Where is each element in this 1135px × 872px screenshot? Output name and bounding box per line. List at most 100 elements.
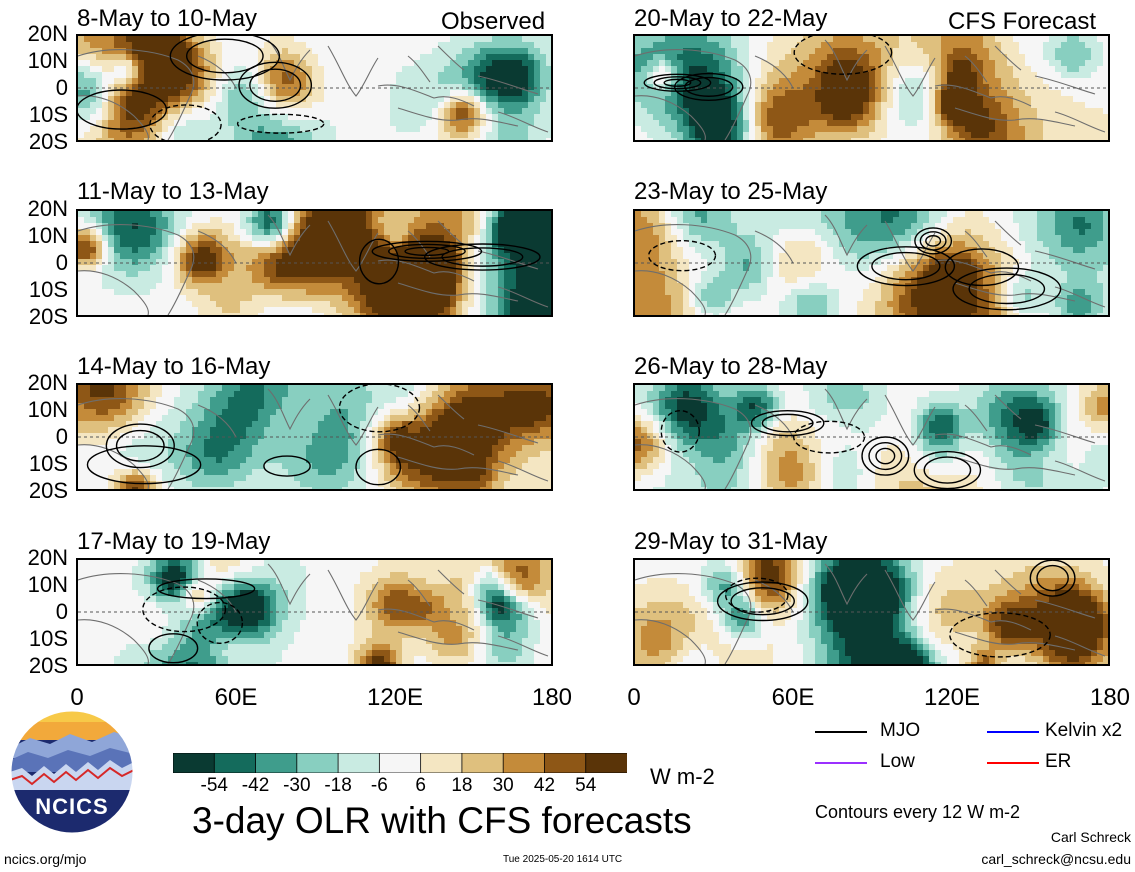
mjo-contour-negative (861, 436, 910, 476)
coastlines (78, 388, 549, 489)
lat-label: 10N (27, 223, 68, 248)
colorbar-tick-label: -6 (370, 775, 388, 796)
mjo-contour-positive (236, 113, 325, 134)
mjo-contour-positive (660, 409, 700, 453)
legend-mjo-line (815, 731, 867, 733)
mjo-contour-negative (441, 247, 524, 267)
lon-label-60e-right: 60E (771, 684, 815, 711)
olr-field (635, 560, 1108, 664)
footer-url[interactable]: ncics.org/mjo (4, 851, 87, 867)
lat-label: 10S (28, 626, 68, 651)
observed-tag: Observed (441, 8, 546, 35)
panel-title-obs-4: 17-May to 19-May (77, 528, 271, 555)
panel-title-obs-1: 8-May to 10-May (77, 5, 258, 32)
mjo-contour-negative (1029, 560, 1076, 597)
lat-label: 10S (28, 102, 68, 127)
mjo-contour-negative (914, 227, 953, 255)
legend-er-line (987, 762, 1039, 764)
lat-label: 20S (28, 129, 68, 154)
lon-label-120e-right: 120E (923, 684, 981, 711)
mjo-contour-negative (355, 448, 402, 486)
olr-map-obs-2 (76, 209, 553, 317)
footer-email[interactable]: carl_schreck@ncsu.edu (981, 851, 1131, 867)
olr-map-fcst-1 (633, 34, 1110, 142)
olr-map-fcst-2 (633, 209, 1110, 317)
mjo-contour-negative (115, 429, 165, 462)
colorbar-tick-label: -30 (283, 775, 311, 796)
olr-map-fcst-3 (633, 383, 1110, 491)
colorbar-graphic (172, 752, 628, 774)
footer-author: Carl Schreck (1050, 829, 1131, 845)
olr-field (78, 385, 551, 489)
mjo-contour-negative (730, 587, 795, 616)
coastlines (78, 39, 549, 140)
mjo-contour-negative (868, 442, 903, 471)
colorbar-swatch (213, 752, 257, 774)
panel-title-fcst-4: 29-May to 31-May (634, 528, 828, 555)
mjo-contour-negative (875, 447, 896, 465)
colorbar-swatch (461, 752, 505, 774)
lat-label: 10S (28, 451, 68, 476)
olr-map-obs-4 (76, 558, 553, 666)
mjo-contour-negative (716, 581, 809, 622)
mjo-contour-negative (86, 445, 202, 485)
olr-field (635, 211, 1108, 315)
colorbar-tick-label: -42 (241, 775, 270, 796)
mjo-contour-negative (1036, 564, 1069, 592)
mjo-contour-negative (871, 251, 941, 281)
ncics-logo: NCICS (10, 710, 134, 834)
colorbar-tick-label: -54 (200, 775, 228, 796)
olr-field (635, 385, 1108, 489)
legend-low-line (815, 762, 867, 764)
mjo-contour-negative (653, 76, 702, 90)
mjo-contour-negative (925, 235, 942, 247)
olr-field (635, 36, 1108, 140)
lat-label: 10N (27, 397, 68, 422)
mjo-contour-negative (750, 409, 825, 437)
contour-note: Contours every 12 W m-2 (815, 802, 1021, 822)
mjo-contour-negative (968, 273, 1046, 305)
mjo-contour-negative (148, 633, 199, 664)
colorbar-swatch (172, 752, 216, 774)
colorbar-tick-label: 18 (451, 775, 473, 796)
olr-map-fcst-4 (633, 558, 1110, 666)
lat-label: 0 (55, 599, 68, 624)
mjo-contour-negative (105, 423, 175, 469)
colorbar-swatch (420, 752, 463, 774)
lat-label: 10S (28, 277, 68, 302)
lat-label: 20N (27, 370, 68, 395)
olr-map-obs-3 (76, 383, 553, 491)
lon-label-0-left: 0 (70, 684, 84, 711)
panel-title-fcst-2: 23-May to 25-May (634, 178, 828, 205)
main-title: 3-day OLR with CFS forecasts (192, 800, 692, 841)
mjo-contour-negative (387, 243, 466, 259)
coastlines (635, 388, 1106, 489)
mjo-contour-negative (952, 267, 1062, 311)
legend-mjo-label: MJO (880, 720, 921, 741)
lon-label-120e-left: 120E (366, 684, 424, 711)
colorbar (172, 752, 628, 774)
coastlines (78, 214, 549, 315)
panel-title-obs-3: 14-May to 16-May (77, 353, 271, 380)
mjo-contour-negative (185, 38, 264, 74)
mjo-contour-negative (263, 455, 311, 477)
lat-label: 20S (28, 478, 68, 503)
mjo-contour-negative (404, 246, 450, 257)
olr-field (78, 560, 551, 664)
lat-label: 10N (27, 48, 68, 73)
mjo-contour-positive (338, 385, 421, 433)
colorbar-tick-label: 42 (533, 775, 556, 796)
olr-field (78, 36, 551, 140)
panel-title-obs-2: 11-May to 13-May (77, 178, 269, 205)
coastlines (635, 39, 1106, 140)
mjo-contour-negative (684, 76, 734, 97)
colorbar-swatch (296, 752, 339, 774)
panel-title-fcst-3: 26-May to 28-May (634, 353, 828, 380)
legend-kelvin-label: Kelvin x2 (1045, 720, 1123, 741)
lat-label: 10N (27, 572, 68, 597)
colorbar-tick-label: -18 (324, 775, 352, 796)
mjo-contour-negative (249, 68, 302, 102)
mjo-contour-positive (142, 586, 227, 633)
colorbar-tick-label: 54 (575, 775, 597, 796)
lon-label-180-right: 180 (1089, 684, 1131, 711)
